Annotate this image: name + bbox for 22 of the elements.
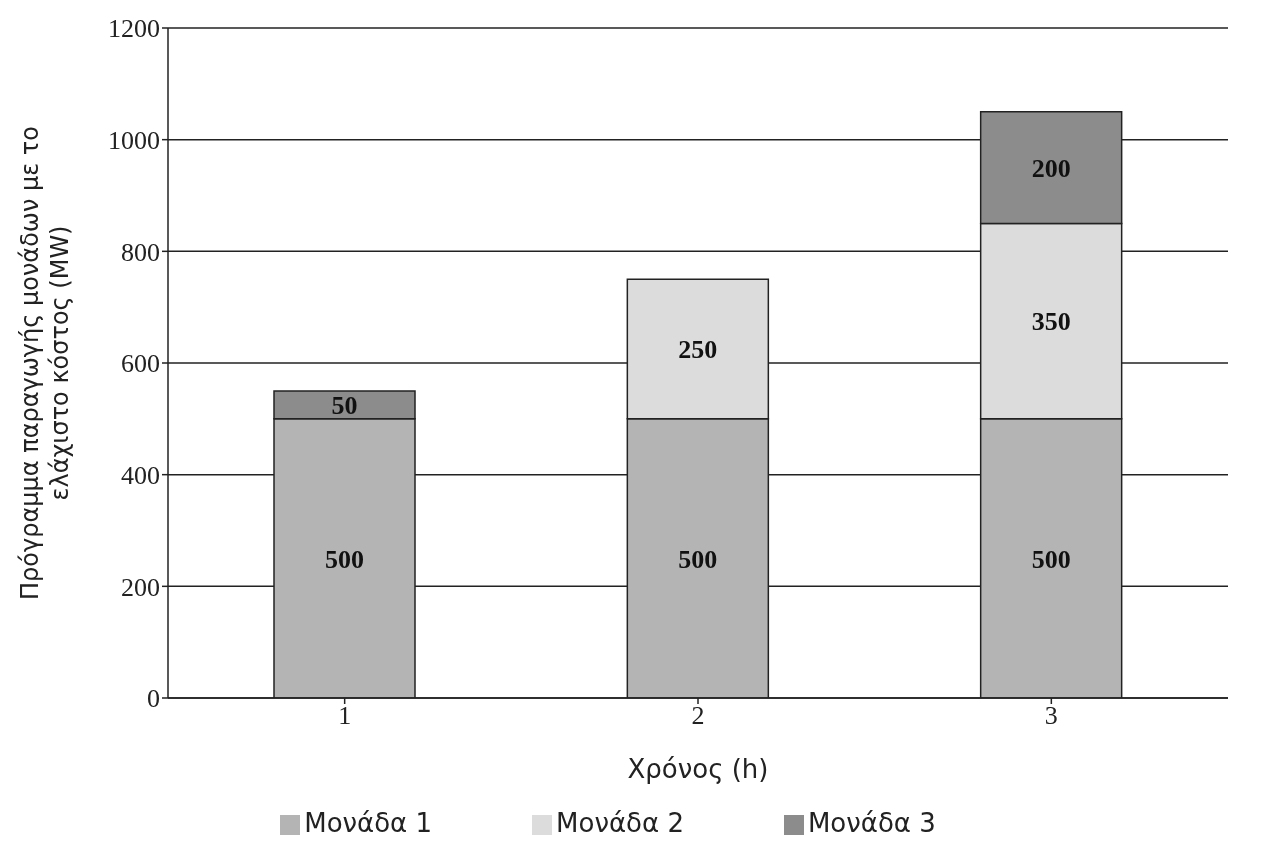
x-tick-label: 2 [691,701,705,731]
data-label: 500 [1031,544,1071,574]
data-label: 50 [331,391,358,421]
x-tick-label: 3 [1044,701,1058,731]
y-axis-title: Πρόγραμμα παραγωγής μονάδων με το ελάχιστο κόστος (MW) [15,125,75,602]
y-tick-label: 1000 [108,125,160,155]
legend-label: Μονάδα 1 [304,808,433,838]
data-label: 200 [1031,153,1071,183]
data-label: 500 [678,544,718,574]
y-tick-label: 800 [121,237,160,267]
legend-label: Μονάδα 3 [807,808,936,838]
y-tick-label: 0 [147,684,160,714]
y-tick-label: 400 [121,460,160,490]
legend-label: Μονάδα 2 [556,808,684,838]
x-axis-title: Χρόνος (h) [627,754,769,784]
y-tick-label: 600 [121,349,160,379]
x-tick-label: 1 [338,701,352,731]
data-label: 500 [325,544,364,574]
y-tick-label: 200 [121,572,160,602]
data-label: 350 [1031,307,1071,337]
y-tick-label: 1200 [108,14,160,44]
data-label: 250 [678,335,718,365]
